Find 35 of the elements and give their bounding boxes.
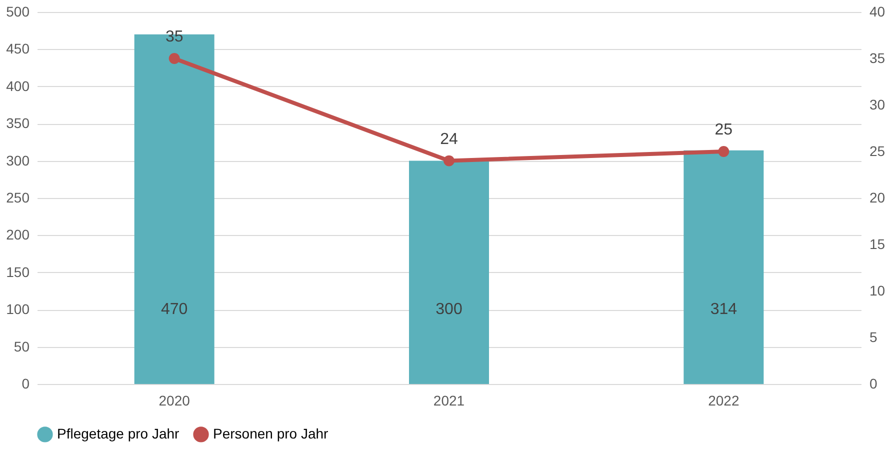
- y-tick-label: 0: [22, 376, 30, 392]
- y-tick-label: 300: [6, 152, 30, 168]
- y2-tick-label: 20: [870, 190, 886, 206]
- y-tick-label: 250: [6, 190, 30, 206]
- y-tick-label: 50: [14, 338, 30, 354]
- bar: [684, 150, 764, 384]
- x-tick-label: 2022: [708, 392, 740, 408]
- y2-tick-label: 35: [870, 50, 886, 66]
- y2-tick-label: 0: [870, 376, 878, 392]
- point: [718, 146, 730, 157]
- bar: [409, 160, 489, 384]
- y2-tick-label: 40: [870, 4, 886, 20]
- y-tick-label: 500: [6, 4, 30, 20]
- y-tick-label: 450: [6, 40, 30, 57]
- legend-label: Personen pro Jahr: [213, 425, 329, 442]
- y-tick-label: 100: [6, 301, 30, 318]
- x-tick-label: 2020: [158, 392, 190, 408]
- x-tick-label: 2021: [433, 392, 465, 408]
- data-label: 25: [714, 122, 733, 138]
- point: [168, 53, 180, 64]
- y2-tick-label: 25: [870, 143, 886, 159]
- y-tick-label: 350: [6, 115, 30, 132]
- point: [444, 155, 454, 166]
- y-tick-label: 400: [6, 78, 30, 94]
- legend-label: Pflegetage pro Jahr: [57, 425, 180, 442]
- data-label: 300: [436, 301, 462, 318]
- data-label: 314: [710, 301, 738, 318]
- y2-tick-label: 15: [870, 236, 886, 252]
- y-tick-label: 200: [6, 226, 30, 243]
- y-tick-label: 150: [6, 264, 30, 280]
- data-label: 470: [160, 301, 188, 318]
- y2-tick-label: 10: [870, 282, 886, 298]
- y2-tick-label: 30: [870, 96, 886, 112]
- y2-tick-label: 5: [870, 329, 878, 345]
- data-label: 24: [440, 130, 458, 148]
